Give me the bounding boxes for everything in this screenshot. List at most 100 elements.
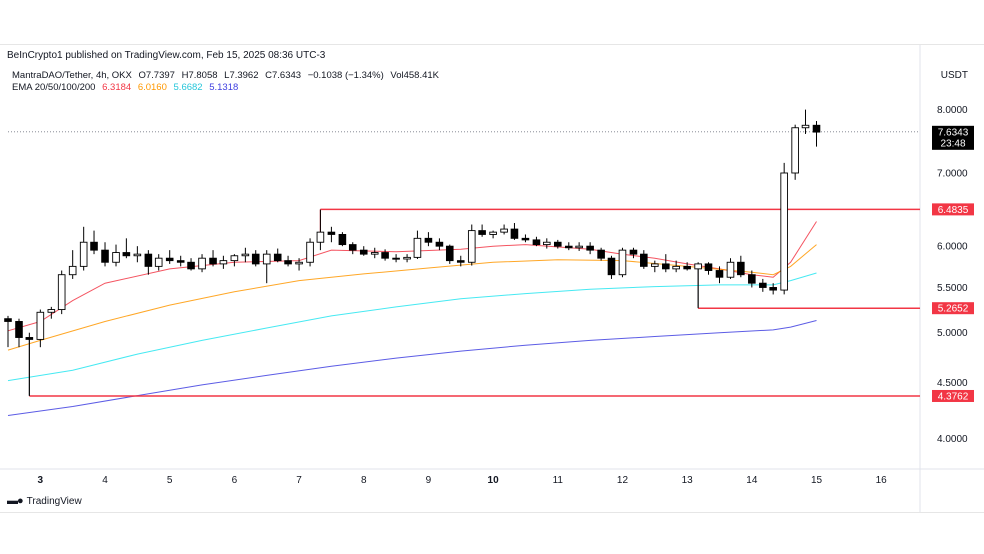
candle-up (801, 124, 810, 129)
candle-down (607, 257, 616, 276)
candle-down (348, 244, 357, 251)
candle-down (704, 263, 713, 271)
ema20-value: 6.3184 (102, 82, 132, 93)
current-price-tag-text: 7.6343 (938, 127, 969, 138)
candle-up (57, 274, 66, 311)
candle-down (586, 245, 594, 251)
x-tick-label: 15 (811, 475, 823, 486)
candle-down (165, 257, 174, 262)
candle-down (478, 230, 486, 235)
candle-down (90, 241, 98, 251)
candle-up (651, 263, 659, 267)
level-price-tag: 5.2652 (932, 302, 974, 315)
x-tick-label: 10 (488, 475, 500, 486)
candle-up (230, 255, 239, 262)
candle-up (618, 249, 627, 276)
candle-down (769, 287, 777, 291)
x-tick-label: 13 (682, 475, 694, 486)
x-tick-label: 6 (232, 475, 238, 486)
price-chart[interactable]: 8.0000 7.0000 6.0000 5.5000 5.0000 4.5000 4.00… (0, 45, 984, 512)
candle-up (500, 228, 508, 233)
y-tick-label: 6.0000 (937, 242, 968, 253)
candle-down (715, 270, 724, 278)
candle-up (198, 257, 206, 270)
published-info: BeInCrypto1 published on TradingView.com… (7, 50, 326, 61)
ema-line-4 (7, 320, 817, 416)
candle-down (456, 260, 465, 263)
candle-up (219, 260, 228, 265)
candle-down (15, 321, 23, 338)
x-tick-label: 8 (361, 475, 367, 486)
x-tick-label: 11 (553, 475, 564, 486)
candle-down (737, 261, 745, 276)
low-value: L7.3962 (224, 70, 259, 81)
x-tick-label: 16 (876, 475, 888, 486)
candle-down (392, 257, 400, 260)
candle-up (791, 127, 799, 174)
y-tick-label: 8.0000 (937, 105, 968, 116)
candle-down (510, 228, 519, 239)
candle-down (144, 253, 153, 267)
y-tick-label: 4.5000 (937, 378, 968, 389)
candle-down (209, 257, 217, 265)
candle-down (4, 318, 12, 322)
x-tick-label: 5 (167, 475, 173, 486)
ema100-value: 5.6682 (173, 82, 203, 93)
level-price-tag-text: 6.4835 (938, 205, 969, 216)
level-price-tag-bg (932, 203, 974, 216)
candle-down (251, 253, 260, 265)
change-value: −0.1038 (−1.34%) (307, 70, 384, 81)
volume-value: Vol458.41K (390, 70, 440, 81)
candle-up (241, 253, 250, 257)
candle-up (672, 265, 680, 270)
candle-up (79, 241, 88, 267)
candle-up (489, 231, 497, 235)
candle-up (726, 261, 735, 278)
tradingview-logo-icon: ▬● (7, 495, 24, 507)
symbol-legend: MantraDAO/Tether, 4h, OKX O7.7397 H7.805… (12, 70, 443, 81)
x-tick-label: 3 (38, 475, 44, 486)
candle-down (629, 249, 638, 255)
y-tick-label: 7.0000 (937, 168, 968, 179)
candle-down (564, 245, 573, 249)
current-price-tag-bg (932, 125, 974, 150)
ema-line-3 (7, 272, 817, 382)
candle-down (662, 263, 670, 270)
candle-up (262, 253, 271, 265)
candle-up (154, 257, 163, 267)
candle-down (435, 241, 444, 247)
candle-up (542, 241, 551, 246)
level-price-tag-bg (932, 302, 974, 315)
candle-up (403, 256, 411, 260)
candle-down (187, 261, 195, 270)
candle-up (694, 263, 702, 270)
candle-up (413, 237, 422, 258)
level-price-tag-bg (932, 389, 974, 402)
candle-down (338, 234, 347, 246)
x-tick-label: 14 (746, 475, 758, 486)
high-value: H7.8058 (181, 70, 218, 81)
level-price-tag-text: 4.3762 (938, 391, 969, 402)
ema-line-1 (7, 221, 817, 332)
symbol-name[interactable]: MantraDAO/Tether, 4h, OKX (12, 70, 132, 81)
x-tick-label: 12 (617, 475, 629, 486)
chart-frame: BeInCrypto1 published on TradingView.com… (0, 44, 984, 513)
currency-label[interactable]: USDT (940, 70, 968, 81)
candle-down (748, 274, 756, 284)
current-price-tag-text: 23:48 (940, 138, 965, 149)
candle-down (445, 245, 454, 262)
candle-down (359, 249, 368, 255)
ema-label[interactable]: EMA 20/50/100/200 (12, 82, 96, 93)
candle-down (122, 252, 131, 257)
candle-up (575, 245, 583, 249)
candle-up (68, 265, 77, 276)
candle-up (133, 253, 142, 257)
x-tick-label: 9 (426, 475, 432, 486)
candle-down (424, 237, 433, 243)
candle-up (370, 252, 379, 255)
brand-label: TradingView (26, 495, 82, 507)
candle-down (812, 124, 821, 133)
y-tick-label: 4.0000 (937, 434, 968, 445)
candle-down (327, 231, 336, 235)
